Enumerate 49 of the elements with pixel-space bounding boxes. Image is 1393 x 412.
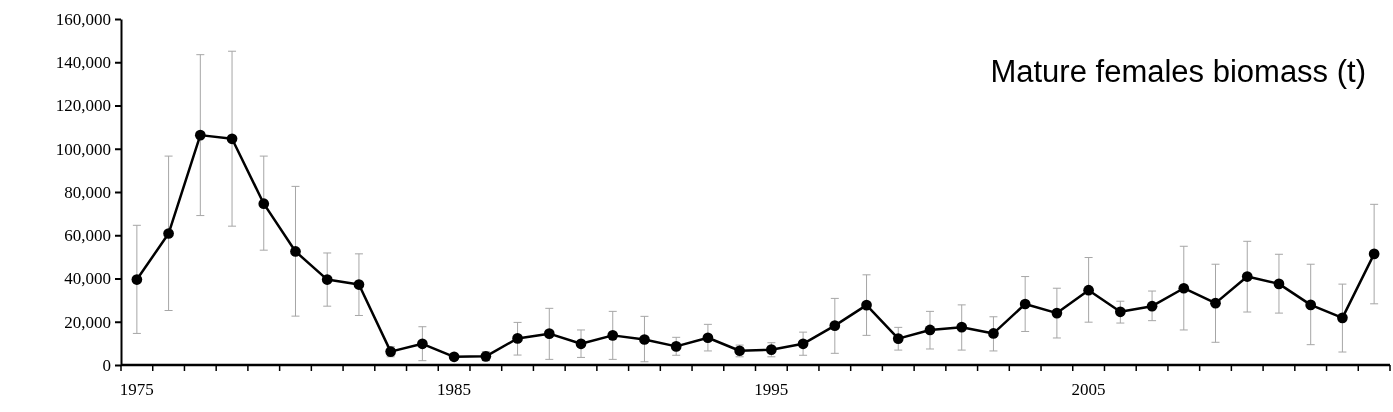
point — [797, 338, 809, 350]
point — [353, 279, 365, 290]
point — [988, 328, 999, 339]
point — [1083, 284, 1094, 296]
point — [607, 330, 619, 341]
point — [956, 321, 968, 333]
point — [829, 320, 841, 331]
point — [321, 274, 333, 285]
y-tick-label: 100,000 — [55, 139, 111, 159]
point — [1146, 300, 1158, 312]
point — [226, 133, 238, 145]
point — [1019, 298, 1031, 310]
point — [258, 198, 270, 210]
point — [639, 334, 650, 345]
point — [670, 341, 682, 352]
y-tick-label: 20,000 — [64, 312, 111, 332]
point — [1210, 297, 1221, 309]
point — [290, 246, 301, 257]
point — [861, 299, 872, 311]
point — [1337, 312, 1348, 324]
point — [1305, 299, 1317, 311]
point — [194, 129, 206, 141]
point — [131, 274, 143, 285]
point — [163, 228, 174, 239]
point — [892, 333, 904, 344]
point — [1051, 307, 1063, 319]
point — [1273, 278, 1285, 290]
x-tick-label: 2005 — [1071, 380, 1106, 400]
point — [417, 338, 428, 350]
y-tick-label: 0 — [102, 355, 111, 375]
point — [1178, 282, 1190, 294]
point — [543, 328, 555, 339]
y-tick-label: 120,000 — [55, 96, 111, 116]
x-tick-label: 1975 — [119, 380, 154, 400]
y-tick-label: 40,000 — [64, 269, 111, 289]
y-tick-label: 60,000 — [64, 226, 111, 246]
point — [512, 333, 523, 344]
point — [1368, 248, 1380, 260]
point — [1114, 306, 1126, 318]
point — [702, 332, 714, 344]
x-tick-label: 1985 — [437, 380, 472, 400]
point — [575, 338, 587, 350]
y-tick-label: 160,000 — [55, 9, 111, 29]
point — [1241, 271, 1253, 282]
point — [924, 324, 936, 336]
y-tick-label: 140,000 — [55, 53, 111, 73]
x-tick-label: 1995 — [754, 380, 789, 400]
y-tick-label: 80,000 — [64, 182, 111, 202]
text: Mature females biomass (t) — [990, 54, 1366, 89]
